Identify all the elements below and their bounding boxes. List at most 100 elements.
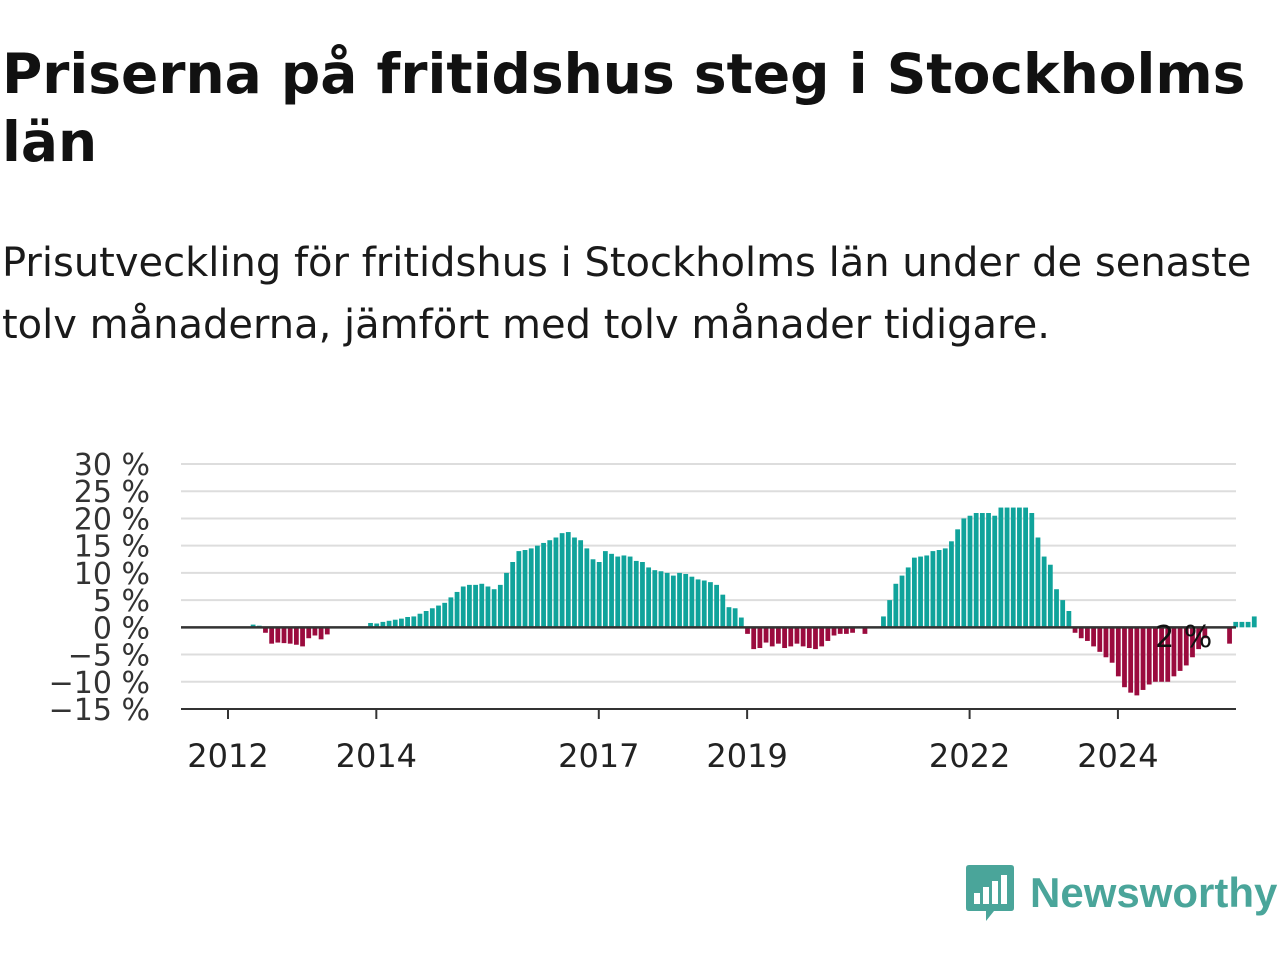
y-tick-label: 5 %: [93, 584, 150, 619]
bar: [392, 619, 398, 628]
bar: [1183, 627, 1189, 666]
bar: [664, 572, 670, 628]
bar: [992, 515, 998, 628]
bar: [473, 584, 478, 628]
bar: [318, 627, 324, 640]
bar: [905, 567, 911, 628]
bar: [528, 548, 534, 628]
bar: [374, 623, 380, 628]
bar: [1060, 600, 1066, 628]
bar: [368, 622, 373, 628]
bar: [1072, 627, 1078, 633]
bar: [1047, 564, 1053, 628]
bar: [1153, 627, 1158, 682]
bar: [454, 591, 460, 628]
bar: [670, 575, 676, 628]
bar: [831, 627, 837, 636]
bar: [1146, 627, 1152, 685]
bar: [720, 594, 726, 628]
bar: [1140, 627, 1146, 690]
bar: [553, 537, 559, 628]
bar: [1066, 611, 1072, 628]
bar: [967, 515, 973, 628]
y-tick-label: −5 %: [68, 639, 150, 674]
bar: [1128, 627, 1134, 693]
bar: [776, 627, 781, 644]
bar: [930, 551, 936, 628]
bar: [1177, 627, 1183, 671]
bar: [825, 627, 831, 641]
bar: [973, 513, 979, 628]
bar: [417, 613, 423, 628]
bar: [324, 627, 330, 635]
bar: [460, 586, 466, 628]
bar: [1029, 513, 1035, 628]
bar: [998, 507, 1004, 628]
y-axis-labels: 30 %25 %20 %15 %10 %5 %0 %−5 %−10 %−15 %: [49, 448, 150, 728]
bar: [961, 518, 967, 628]
bar: [250, 624, 256, 628]
bar: [547, 540, 553, 628]
bar: [436, 605, 441, 628]
bar: [596, 562, 602, 628]
bar: [621, 555, 627, 628]
bar: [751, 627, 757, 650]
x-tick-label: 2014: [336, 737, 417, 775]
newsworthy-logo-icon: [966, 865, 1014, 921]
bar: [819, 627, 825, 647]
bar: [1054, 589, 1059, 628]
bar: [504, 572, 509, 628]
bar: [522, 550, 528, 628]
bar: [281, 627, 287, 644]
bar: [1010, 507, 1016, 628]
x-tick-label: 2017: [558, 737, 639, 775]
bar: [955, 529, 961, 628]
brand-name: Newsworthy: [1030, 869, 1278, 916]
bar: [862, 627, 868, 634]
bar: [312, 627, 318, 636]
bar: [275, 627, 281, 643]
bar: [535, 545, 540, 628]
bar: [1004, 507, 1010, 628]
bar: [411, 616, 417, 628]
bar: [936, 550, 942, 628]
bar: [1202, 627, 1208, 639]
bar: [399, 618, 404, 628]
bar: [782, 627, 787, 649]
bar: [1122, 627, 1127, 688]
bar: [794, 627, 800, 644]
bar: [911, 557, 917, 628]
bar: [850, 627, 855, 633]
annotation-label: 2 %: [1155, 620, 1212, 655]
y-tick-label: 0 %: [93, 611, 150, 646]
bar: [714, 584, 719, 628]
bar: [979, 513, 985, 628]
bar: [899, 575, 905, 628]
bar: [1041, 556, 1047, 628]
bar: [627, 556, 633, 628]
bar: [1097, 627, 1103, 652]
bar: [1023, 507, 1028, 628]
bar: [541, 542, 546, 628]
bar: [757, 627, 763, 649]
bar: [695, 579, 701, 628]
bar: [572, 537, 577, 628]
bar: [1115, 627, 1121, 677]
bar: [1233, 621, 1239, 628]
bars: [250, 507, 1257, 696]
bar: [745, 627, 750, 634]
bar: [806, 627, 812, 649]
bar: [1035, 537, 1041, 628]
bar: [584, 548, 590, 628]
bar: [881, 616, 886, 628]
chart-subtitle: Prisutveckling för fritidshus i Stockhol…: [2, 240, 1252, 348]
bar: [287, 627, 293, 644]
bar: [578, 540, 584, 628]
bar: [887, 600, 893, 628]
x-tick-label: 2022: [929, 737, 1010, 775]
bar: [918, 556, 923, 628]
latest-value-annotation: 2 %: [1155, 620, 1212, 655]
bar: [1085, 627, 1090, 641]
bar: [405, 616, 410, 628]
bar: [467, 584, 472, 628]
